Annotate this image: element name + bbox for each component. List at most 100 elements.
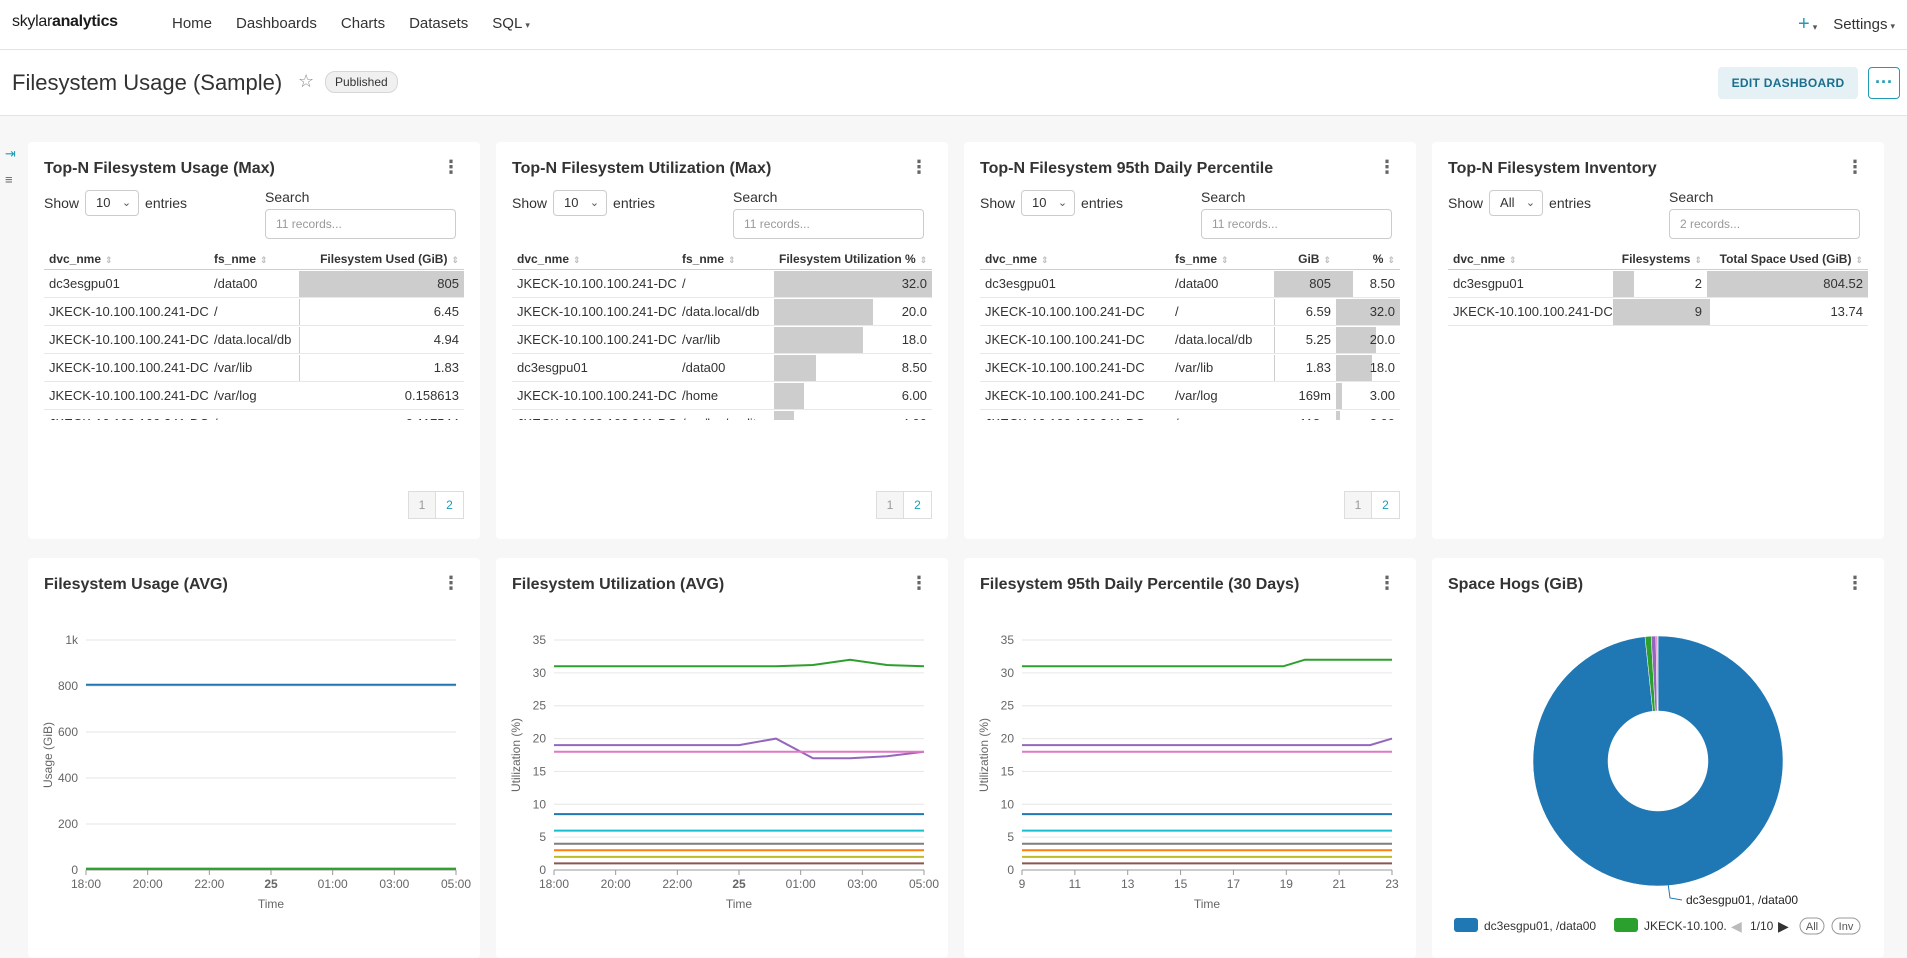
table-cell-dvc-name: JKECK-10.100.100.241-DC	[1448, 298, 1613, 326]
more-actions-button[interactable]: ···	[1868, 67, 1900, 99]
column-header-fs-name[interactable]: fs_nme⇕	[1170, 248, 1274, 270]
edit-dashboard-button[interactable]: EDIT DASHBOARD	[1718, 67, 1858, 99]
page-size-select[interactable]: 10⌄	[85, 190, 139, 216]
column-header-dvc-name[interactable]: dvc_nme⇕	[44, 248, 209, 270]
x-tick-label: 01:00	[786, 877, 816, 891]
y-tick-label: 800	[58, 679, 78, 693]
kebab-menu-icon[interactable]: ⋮	[1378, 158, 1396, 176]
column-header-value2[interactable]: %⇕	[1336, 248, 1400, 270]
search-input[interactable]: 11 records...	[733, 209, 924, 239]
x-tick-label: 19	[1280, 877, 1294, 891]
chevron-down-icon: ▾	[1890, 21, 1895, 31]
kebab-menu-icon[interactable]: ⋮	[442, 158, 460, 176]
table-row[interactable]: JKECK-10.100.100.241-DC/6.45	[44, 298, 464, 326]
entries-label: entries	[1549, 195, 1591, 211]
app-logo[interactable]: skylaranalytics	[12, 13, 118, 31]
table-cell-dvc-name: dc3esgpu01	[980, 270, 1170, 298]
search-input[interactable]: 11 records...	[265, 209, 456, 239]
column-header-fs-name[interactable]: Filesystems⇕	[1613, 248, 1707, 270]
chevron-down-icon: ⌄	[590, 191, 599, 215]
y-tick-label: 25	[1001, 699, 1015, 713]
column-header-value[interactable]: GiB⇕	[1274, 248, 1336, 270]
search-label: Search	[265, 189, 309, 205]
column-header-label: %	[1373, 252, 1384, 266]
table-title: Top-N Filesystem Inventory	[1448, 160, 1657, 178]
sort-icon: ⇕	[1221, 255, 1229, 265]
column-header-fs-name[interactable]: fs_nme⇕	[209, 248, 299, 270]
table-cell-dvc-name: JKECK-10.100.100.241-DC	[980, 354, 1170, 382]
settings-menu[interactable]: Settings▾	[1833, 16, 1895, 33]
page-2-button[interactable]: 2	[1372, 491, 1400, 519]
page-1-button[interactable]: 1	[408, 491, 436, 519]
pie-callout-label: dc3esgpu01, /data00	[1686, 893, 1798, 907]
page-1-button[interactable]: 1	[1344, 491, 1372, 519]
column-header-label: GiB	[1298, 252, 1319, 266]
column-header-dvc-name[interactable]: dvc_nme⇕	[980, 248, 1170, 270]
table-cell-fs-name: /data00	[677, 354, 774, 382]
search-input[interactable]: 2 records...	[1669, 209, 1860, 239]
nav-home[interactable]: Home	[172, 0, 212, 48]
table-header-row: dvc_nme⇕fs_nme⇕GiB⇕%⇕	[980, 248, 1400, 270]
dashboard-header: Filesystem Usage (Sample) ☆ Published ED…	[0, 50, 1907, 116]
kebab-menu-icon[interactable]: ⋮	[1846, 158, 1864, 176]
table-row[interactable]: JKECK-10.100.100.241-DC/32.0	[512, 270, 932, 298]
table-cell-value2: 8.50	[1336, 270, 1400, 298]
star-icon[interactable]: ☆	[298, 71, 314, 92]
nav-datasets[interactable]: Datasets	[409, 0, 468, 48]
page-size-select[interactable]: 10⌄	[553, 190, 607, 216]
add-new-button[interactable]: +▾	[1798, 13, 1817, 36]
x-axis-label: Time	[1194, 897, 1221, 911]
column-header-fs-name[interactable]: fs_nme⇕	[677, 248, 774, 270]
table-row[interactable]: JKECK-10.100.100.241-DC/var118m2.00	[980, 410, 1400, 420]
table-card-3: Top-N Filesystem 95th Daily Percentile⋮S…	[964, 142, 1416, 539]
search-input[interactable]: 11 records...	[1201, 209, 1392, 239]
data-table: dvc_nme⇕fs_nme⇕Filesystem Utilization %⇕…	[512, 248, 932, 420]
table-row[interactable]: JKECK-10.100.100.241-DC/var0.117544	[44, 410, 464, 420]
column-header-value[interactable]: Filesystem Utilization %⇕	[774, 248, 932, 270]
table-row[interactable]: JKECK-10.100.100.241-DC/var/log/audit4.0…	[512, 410, 932, 420]
filter-icon[interactable]: ≡	[5, 172, 13, 187]
column-header-dvc-name[interactable]: dvc_nme⇕	[512, 248, 677, 270]
column-header-dvc-name[interactable]: dvc_nme⇕	[1448, 248, 1613, 270]
sort-icon: ⇕	[1509, 255, 1517, 265]
kebab-menu-icon[interactable]: ⋮	[910, 158, 928, 176]
table-cell-dvc-name: dc3esgpu01	[1448, 270, 1613, 298]
column-header-value[interactable]: Filesystem Used (GiB)⇕	[299, 248, 464, 270]
table-cell-fs-name: 9	[1613, 298, 1707, 326]
table-cell-value: 1.83	[1274, 354, 1336, 382]
page-2-button[interactable]: 2	[904, 491, 932, 519]
page-size-select[interactable]: All⌄	[1489, 190, 1543, 216]
page-1-button[interactable]: 1	[876, 491, 904, 519]
column-header-value[interactable]: Total Space Used (GiB)⇕	[1707, 248, 1868, 270]
y-tick-label: 15	[533, 764, 547, 778]
column-header-label: fs_nme	[214, 252, 256, 266]
x-tick-label: 05:00	[909, 877, 939, 891]
page-size-select[interactable]: 10⌄	[1021, 190, 1075, 216]
nav-dashboards[interactable]: Dashboards	[236, 0, 317, 48]
x-axis-label: Time	[726, 897, 753, 911]
column-header-label: dvc_nme	[517, 252, 569, 266]
expand-filters-icon[interactable]: ⇥	[5, 146, 16, 162]
x-tick-label: 23	[1385, 877, 1399, 891]
y-tick-label: 0	[71, 863, 78, 877]
table-cell-value: 5.25	[1274, 326, 1336, 354]
nav-charts[interactable]: Charts	[341, 0, 385, 48]
nav-sql[interactable]: SQL▾	[492, 0, 530, 48]
page-2-button[interactable]: 2	[436, 491, 464, 519]
entries-label: entries	[613, 195, 655, 211]
